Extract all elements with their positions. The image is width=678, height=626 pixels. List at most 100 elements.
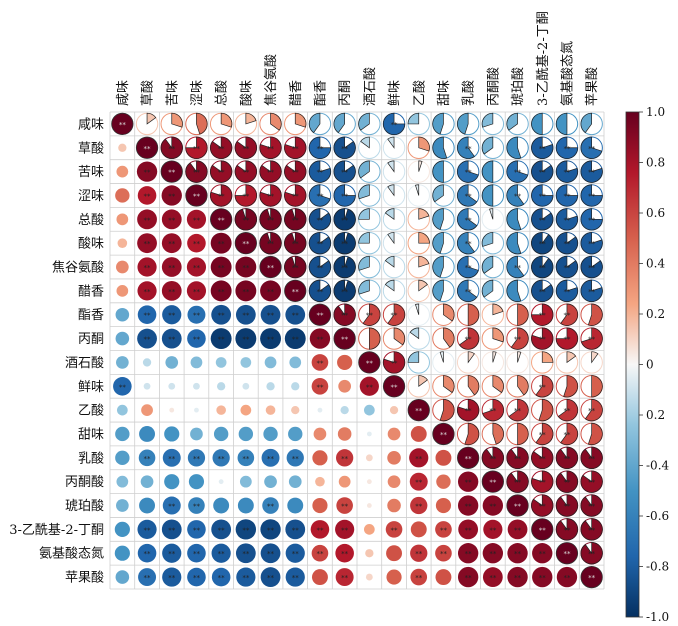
significance-mark: ** xyxy=(341,240,349,248)
significance-mark: ** xyxy=(341,288,349,296)
significance-mark: ** xyxy=(218,216,226,224)
pie-wedge xyxy=(333,136,356,159)
pie-wedge xyxy=(362,303,381,326)
pie-wedge xyxy=(531,327,554,350)
significance-mark: ** xyxy=(465,192,473,200)
corr-circle xyxy=(161,280,182,301)
significance-mark: ** xyxy=(292,288,300,296)
significance-mark: ** xyxy=(144,574,152,582)
pie-wedge xyxy=(489,208,494,220)
corr-circle xyxy=(186,281,207,301)
pie-wedge xyxy=(557,399,578,422)
significance-mark: ** xyxy=(168,240,176,248)
significance-mark: ** xyxy=(563,192,571,200)
significance-mark: ** xyxy=(588,550,596,558)
corr-circle xyxy=(386,545,403,562)
corr-circle xyxy=(382,375,406,398)
corr-circle xyxy=(532,566,553,588)
significance-mark: ** xyxy=(316,359,324,367)
significance-mark: ** xyxy=(588,192,596,200)
corr-circle xyxy=(168,382,176,390)
pie-wedge xyxy=(358,208,370,220)
pie-wedge xyxy=(259,160,282,183)
column-label: 咸味 xyxy=(116,80,131,106)
pie-wedge xyxy=(531,255,554,279)
colorbar-tick-label: 0.2 xyxy=(646,408,665,422)
colorbar-tick-label: -0.4 xyxy=(646,459,670,473)
corr-circle xyxy=(238,426,254,442)
pie-wedge xyxy=(418,136,430,152)
significance-mark: ** xyxy=(218,312,226,320)
significance-mark: ** xyxy=(316,288,324,296)
corr-circle xyxy=(187,520,206,539)
pie-wedge xyxy=(506,136,522,159)
pie-wedge xyxy=(284,160,307,183)
significance-mark: ** xyxy=(292,240,300,248)
corr-circle xyxy=(187,543,206,563)
corr-circle xyxy=(114,521,130,537)
corr-circle xyxy=(116,356,129,369)
significance-mark: ** xyxy=(539,431,547,439)
pie-wedge xyxy=(418,160,423,172)
pie-wedge xyxy=(457,255,479,279)
significance-mark: ** xyxy=(539,574,547,582)
significance-mark: ** xyxy=(168,216,176,224)
corr-circle xyxy=(359,376,379,396)
corr-circle xyxy=(213,426,229,442)
pie-wedge xyxy=(432,160,444,183)
corr-circle xyxy=(482,567,503,587)
column-label: 草酸 xyxy=(141,80,156,106)
pie-wedge xyxy=(393,327,406,346)
significance-mark: ** xyxy=(563,169,571,177)
significance-mark: ** xyxy=(415,455,423,463)
corr-circle xyxy=(335,543,354,563)
pie-wedge xyxy=(458,327,480,350)
pie-wedge xyxy=(580,470,603,493)
corr-circle xyxy=(115,450,130,466)
pie-wedge xyxy=(418,208,430,220)
significance-mark: ** xyxy=(341,216,349,224)
corr-circle xyxy=(313,427,327,441)
significance-mark: ** xyxy=(539,455,547,463)
pie-wedge xyxy=(531,208,554,231)
significance-mark: ** xyxy=(316,383,324,391)
pie-wedge xyxy=(555,446,578,469)
significance-mark: ** xyxy=(267,503,275,511)
significance-mark: ** xyxy=(539,383,547,391)
corr-circle xyxy=(235,519,257,540)
significance-mark: ** xyxy=(391,526,399,534)
significance-mark: ** xyxy=(292,312,300,320)
corr-circle xyxy=(363,404,375,416)
significance-mark: ** xyxy=(415,550,423,558)
corr-circle xyxy=(210,328,232,350)
pie-wedge xyxy=(563,375,578,398)
pie-wedge xyxy=(308,208,331,231)
significance-mark: ** xyxy=(366,383,374,391)
corr-circle xyxy=(365,549,374,558)
significance-mark: ** xyxy=(316,240,324,248)
corr-circle xyxy=(161,185,182,206)
corr-circle xyxy=(311,569,328,586)
row-label: 涩味 xyxy=(78,189,104,204)
pie-wedge xyxy=(580,112,592,134)
column-label: 乙酸 xyxy=(412,80,427,106)
significance-mark: ** xyxy=(465,550,473,558)
pie-wedge xyxy=(584,399,603,422)
significance-mark: ** xyxy=(168,288,176,296)
significance-mark: ** xyxy=(193,145,201,153)
pie-wedge xyxy=(506,232,522,255)
significance-mark: ** xyxy=(168,312,176,320)
pie-wedge xyxy=(531,470,554,493)
corr-circle xyxy=(137,186,157,205)
corr-circle xyxy=(259,255,282,279)
pie-wedge xyxy=(481,255,494,274)
pie-wedge xyxy=(506,208,522,231)
corr-circle xyxy=(309,328,331,349)
corr-circle xyxy=(235,280,257,302)
significance-mark: ** xyxy=(588,407,596,415)
pie-wedge xyxy=(555,255,578,279)
pie-wedge xyxy=(457,136,475,159)
corr-circle xyxy=(407,398,430,422)
corr-circle xyxy=(235,304,256,325)
significance-mark: ** xyxy=(267,264,275,272)
